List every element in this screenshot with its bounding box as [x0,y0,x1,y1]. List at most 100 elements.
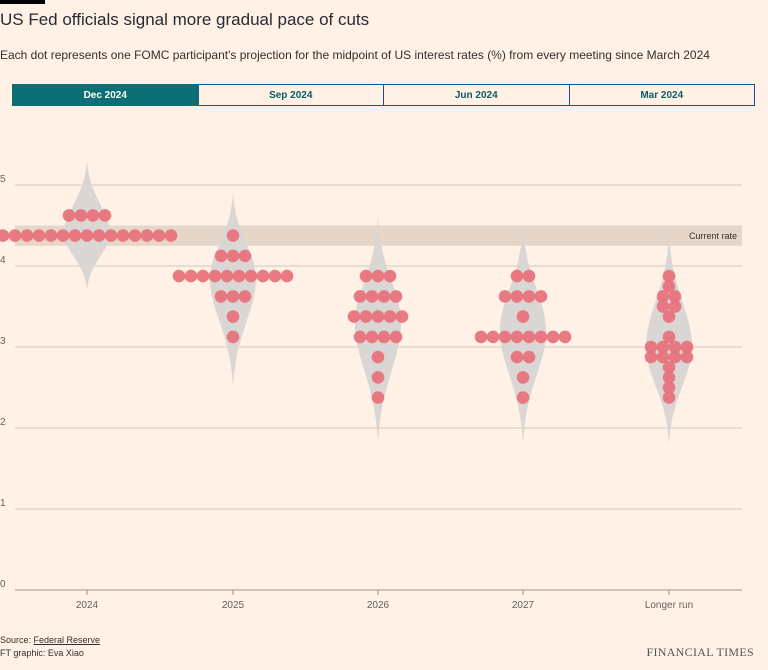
dot-2025 [238,249,252,263]
dot-longer-run [668,340,682,354]
dot-2026 [359,269,373,283]
dot-longer-run [644,340,658,354]
x-tick-label: Longer run [645,600,693,611]
chart-subtitle: Each dot represents one FOMC participant… [0,48,710,62]
violin-2024 [64,160,110,291]
current-rate-label: Current rate [689,231,737,241]
dot-2027 [498,290,512,303]
dot-longer-run [644,350,658,364]
graphic-credit: FT graphic: Eva Xiao [0,648,84,658]
dot-2026 [365,330,379,344]
dot-2027 [522,290,536,303]
dot-2024 [86,209,100,222]
dot-2026 [365,290,379,303]
dot-2024 [140,229,154,242]
dot-2026 [389,290,403,303]
dot-2027 [510,330,524,344]
tab-sep-2024[interactable]: Sep 2024 [198,84,384,106]
dot-2025 [244,269,258,283]
tab-jun-2024[interactable]: Jun 2024 [384,84,570,106]
dot-longer-run [656,350,670,364]
dot-longer-run [668,290,682,303]
dot-2025 [226,330,240,344]
dot-2026 [371,350,385,364]
dot-2024 [98,209,112,222]
dot-2025 [226,249,240,263]
x-tick-label: 2024 [76,600,99,611]
dot-2024 [20,229,34,242]
dot-2026 [371,310,385,323]
source-link[interactable]: Federal Reserve [33,635,101,645]
dot-2027 [558,330,572,344]
dot-longer-run [662,381,676,394]
tab-dec-2024[interactable]: Dec 2024 [12,84,199,106]
dot-2027 [486,330,500,344]
dot-2027 [516,310,530,323]
dot-2024 [0,229,10,242]
dot-2025 [196,269,210,283]
dot-longer-run [662,361,676,374]
dot-2025 [214,249,228,263]
dot-longer-run [662,280,676,293]
dot-longer-run [656,300,670,313]
dot-2025 [238,290,252,303]
x-tick-label: 2027 [512,600,535,611]
y-tick-label: 5 [0,174,6,185]
dot-2027 [522,269,536,283]
dot-2025 [280,269,294,283]
dot-2027 [474,330,488,344]
dot-2027 [534,290,548,303]
dot-2024 [32,229,46,242]
dot-longer-run [662,391,676,404]
dot-2026 [347,310,361,323]
meeting-tabs: Dec 2024 Sep 2024 Jun 2024 Mar 2024 [12,84,755,106]
x-tick-label: 2025 [222,600,245,611]
dot-2025 [232,269,246,283]
violin-2026 [355,217,401,445]
dot-2027 [510,269,524,283]
dot-2026 [377,290,391,303]
dot-2025 [268,269,282,283]
dot-2025 [226,310,240,323]
dot-2027 [498,330,512,344]
dot-2027 [510,290,524,303]
dot-2024 [104,229,118,242]
dot-2026 [353,330,367,344]
dot-2026 [377,330,391,344]
dot-2027 [534,330,548,344]
dot-2025 [226,229,240,242]
dot-2024 [44,229,58,242]
dot-2024 [116,229,130,242]
dot-longer-run [680,350,694,364]
y-tick-label: 3 [0,336,6,347]
dot-longer-run [668,350,682,364]
dot-2026 [359,310,373,323]
dot-2025 [172,269,186,283]
dot-2024 [68,229,82,242]
dot-2025 [256,269,270,283]
dot-longer-run [662,310,676,323]
dot-2026 [383,269,397,283]
dot-2024 [152,229,166,242]
dot-longer-run [656,290,670,303]
dot-2025 [226,290,240,303]
dot-2026 [371,371,385,384]
x-tick-label: 2026 [367,600,390,611]
violin-2027 [500,225,546,445]
dot-2025 [220,269,234,283]
dot-2025 [184,269,198,283]
dot-2026 [389,330,403,344]
dot-2024 [62,209,76,222]
dot-longer-run [662,371,676,384]
dot-2026 [395,310,409,323]
y-tick-label: 4 [0,255,6,266]
dot-2027 [516,391,530,404]
dot-2024 [128,229,142,242]
tab-mar-2024[interactable]: Mar 2024 [569,84,755,106]
dot-2027 [522,350,536,364]
dot-longer-run [668,300,682,313]
dot-longer-run [680,340,694,354]
dot-2025 [214,290,228,303]
dot-longer-run [662,269,676,283]
